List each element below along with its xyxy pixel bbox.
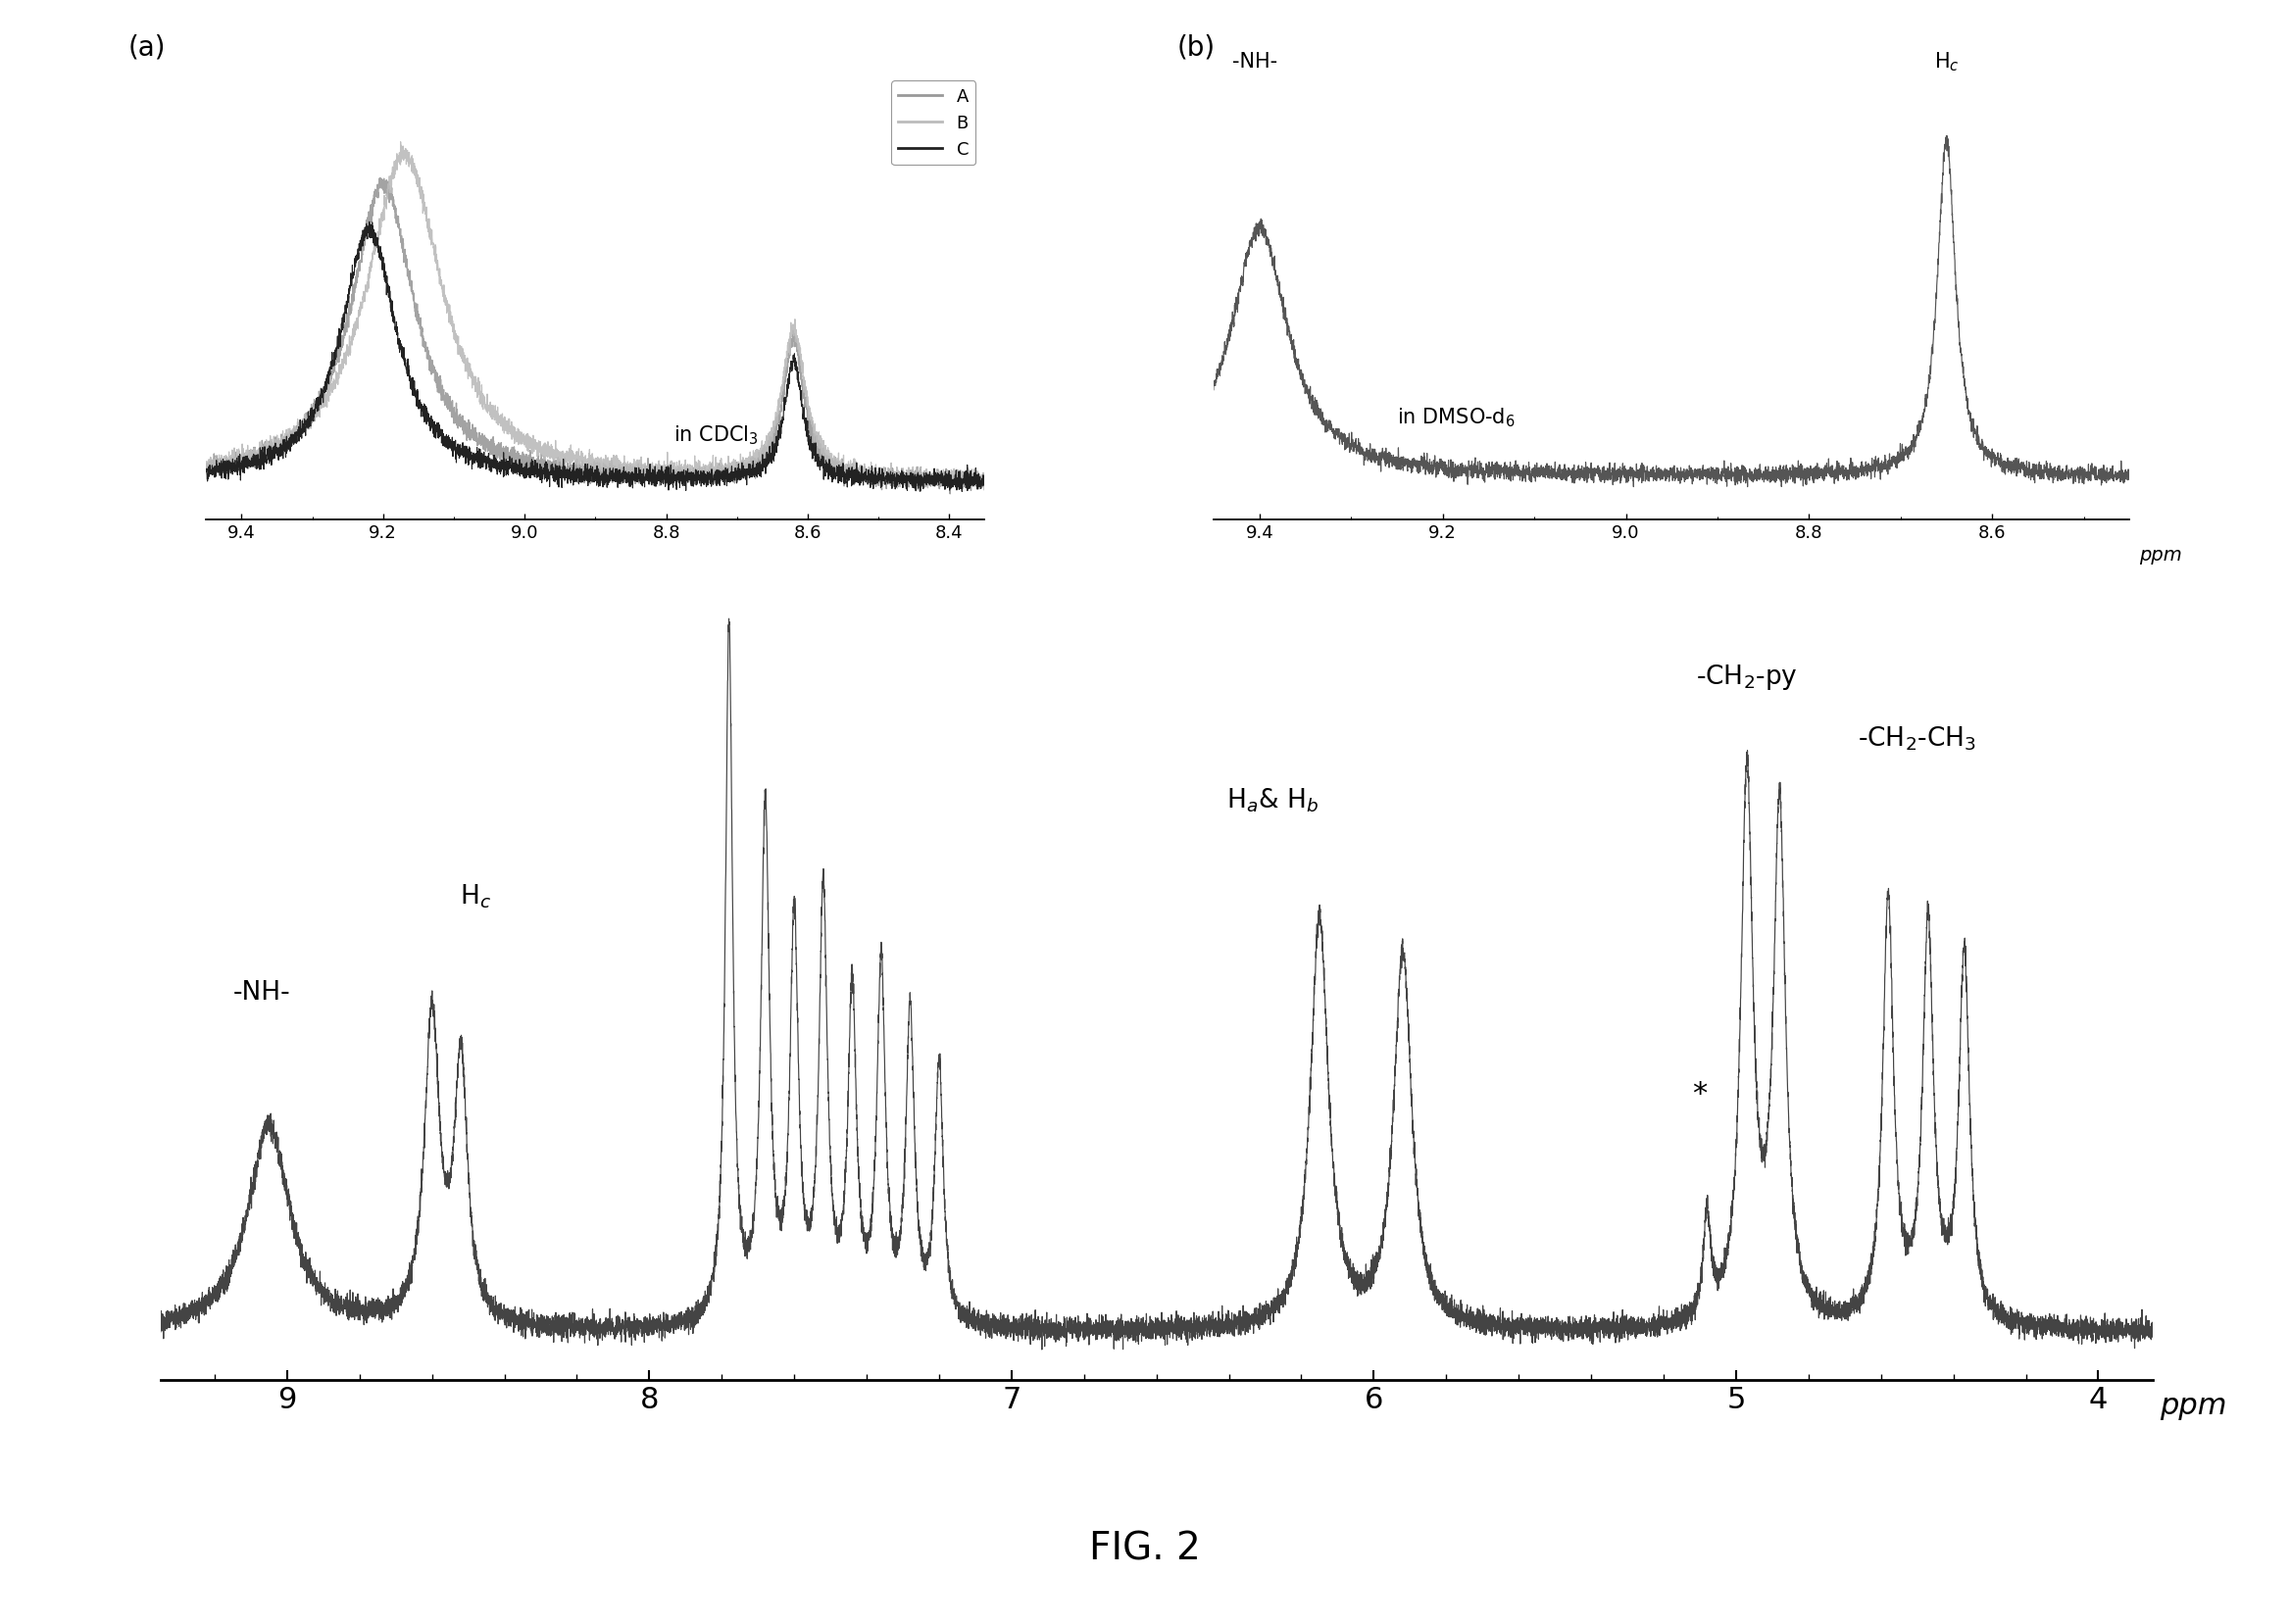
Text: -NH-: -NH- — [234, 979, 291, 1005]
Text: ppm: ppm — [2139, 546, 2182, 565]
Text: FIG. 2: FIG. 2 — [1090, 1530, 1200, 1567]
Text: H$_a$& H$_b$: H$_a$& H$_b$ — [1225, 786, 1319, 814]
Text: in CDCl$_3$: in CDCl$_3$ — [673, 424, 758, 447]
Text: *: * — [1692, 1078, 1708, 1108]
Text: -CH$_2$-py: -CH$_2$-py — [1697, 663, 1798, 692]
Text: (b): (b) — [1177, 34, 1216, 60]
Text: H$_c$: H$_c$ — [460, 882, 490, 909]
Text: -CH$_2$-CH$_3$: -CH$_2$-CH$_3$ — [1857, 724, 1976, 752]
Text: H$_c$: H$_c$ — [1933, 50, 1960, 73]
Text: in DMSO-d$_6$: in DMSO-d$_6$ — [1397, 406, 1516, 429]
Legend: A, B, C: A, B, C — [891, 81, 976, 166]
Text: (a): (a) — [128, 34, 165, 60]
Text: ppm: ppm — [2159, 1390, 2226, 1419]
Text: -NH-: -NH- — [1232, 52, 1278, 71]
